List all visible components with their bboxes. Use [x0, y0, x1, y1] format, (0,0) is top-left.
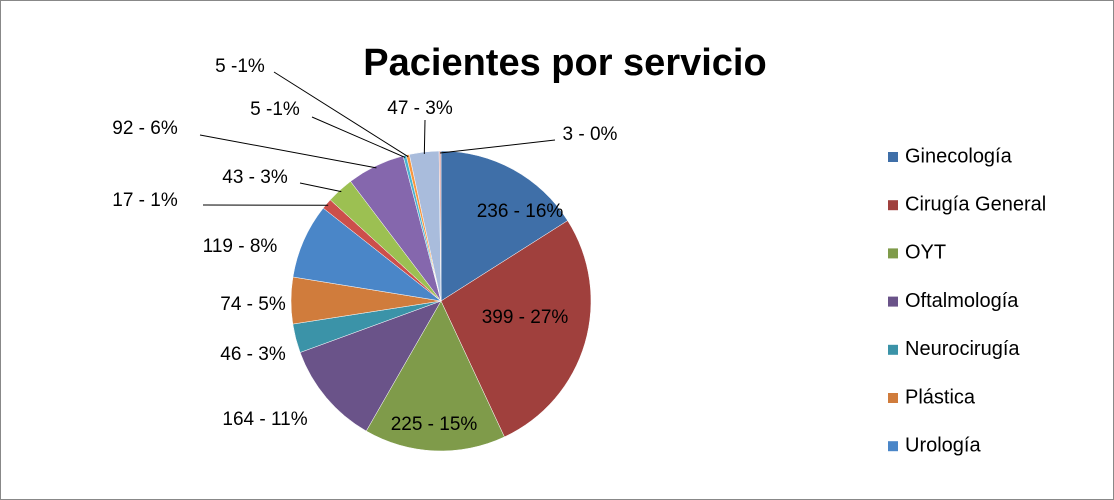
- pie-slice: [438, 150, 442, 302]
- legend-label: Plástica: [905, 386, 976, 408]
- data-label: 3 - 0%: [563, 124, 618, 145]
- pie-slice: [365, 300, 505, 452]
- legend-label: Cirugía General: [905, 193, 1046, 215]
- pie-slice: [440, 220, 592, 438]
- legend-swatch: [888, 393, 898, 403]
- leader-line: [299, 182, 342, 193]
- legend-swatch: [888, 441, 898, 452]
- legend-swatch: [888, 296, 898, 307]
- data-label: 17 - 1%: [112, 190, 178, 211]
- legend-swatch: [888, 152, 898, 162]
- data-label: 46 - 3%: [220, 344, 286, 365]
- leader-line: [311, 116, 406, 158]
- data-label: 399 - 27%: [482, 307, 569, 328]
- legend-swatch: [888, 248, 898, 259]
- data-label: 5 -1%: [215, 56, 265, 77]
- chart-title: Pacientes por servicio: [363, 42, 766, 84]
- data-label: 74 - 5%: [220, 294, 286, 315]
- data-label: 236 - 16%: [477, 201, 564, 222]
- legend-label: Oftalmología: [905, 290, 1019, 312]
- leader-line: [273, 71, 409, 158]
- data-label: 43 - 3%: [222, 167, 288, 188]
- data-label: 92 - 6%: [112, 118, 178, 139]
- legend-label: Urología: [905, 434, 981, 456]
- leader-line: [423, 119, 426, 154]
- data-label: 119 - 8%: [203, 236, 278, 257]
- leader-line: [199, 134, 377, 169]
- data-label: 225 - 15%: [391, 414, 478, 435]
- data-label: 47 - 3%: [387, 98, 453, 119]
- legend-label: OYT: [905, 242, 946, 264]
- legend-swatch: [888, 200, 898, 211]
- pie-slice: [299, 300, 442, 432]
- legend-swatch: [888, 344, 898, 355]
- data-label: 5 -1%: [250, 99, 300, 120]
- leader-line: [439, 139, 556, 154]
- legend-label: Ginecología: [905, 145, 1013, 167]
- legend-label: Neurocirugía: [905, 338, 1020, 360]
- data-label: 164 - 11%: [222, 409, 307, 430]
